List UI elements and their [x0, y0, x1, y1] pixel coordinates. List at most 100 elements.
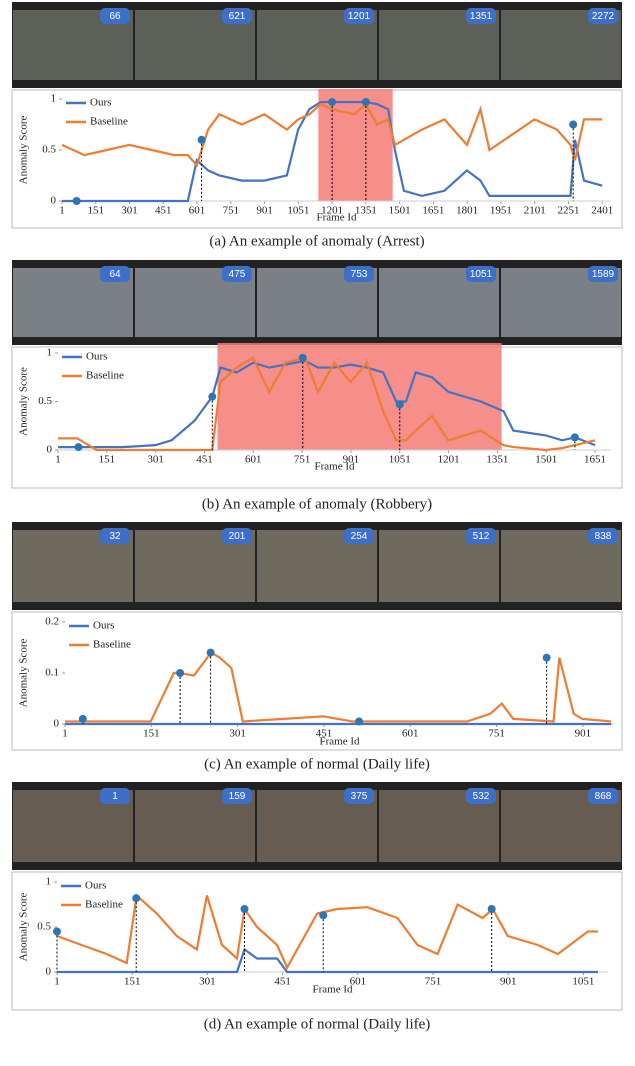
- x-tick-label: 151: [88, 205, 105, 217]
- x-tick-label: 301: [147, 454, 164, 466]
- x-tick-label: 1051: [389, 454, 411, 466]
- legend-label: Ours: [93, 620, 114, 632]
- y-axis-label: Anomaly Score: [18, 116, 30, 185]
- x-tick-label: 301: [121, 205, 138, 217]
- y-tick-label: 1: [47, 347, 53, 359]
- frame-marker: [79, 715, 87, 723]
- frame-marker: [319, 911, 327, 919]
- x-tick-label: 301: [199, 976, 216, 988]
- x-axis-label: Frame Id: [314, 461, 355, 473]
- x-tick-label: 601: [245, 454, 262, 466]
- frame-marker: [208, 393, 216, 401]
- x-axis-label: Frame Id: [312, 984, 353, 996]
- frame-number: 1: [112, 791, 118, 802]
- x-tick-label: 1501: [535, 454, 557, 466]
- frame-number: 753: [351, 269, 368, 280]
- x-axis-label: Frame Id: [319, 736, 360, 748]
- x-tick-label: 451: [274, 976, 291, 988]
- legend-label: Baseline: [85, 899, 123, 911]
- x-tick-label: 2251: [557, 205, 579, 217]
- y-tick-label: 0: [46, 966, 52, 978]
- x-tick-label: 751: [223, 205, 240, 217]
- x-tick-label: 1: [62, 728, 68, 740]
- caption: (c) An example of normal (Daily life): [204, 756, 430, 772]
- frame-marker: [299, 354, 307, 362]
- frame-marker: [571, 433, 579, 441]
- frame-marker: [396, 400, 404, 408]
- legend-label: Ours: [90, 97, 111, 109]
- frame-marker: [543, 654, 551, 662]
- x-tick-label: 901: [575, 728, 592, 740]
- x-tick-label: 1351: [355, 205, 377, 217]
- frame-marker: [355, 717, 363, 725]
- x-tick-label: 151: [99, 454, 116, 466]
- x-tick-label: 601: [402, 728, 419, 740]
- frame-number: 868: [595, 791, 612, 802]
- frame-marker: [569, 121, 577, 129]
- x-tick-label: 1201: [438, 454, 460, 466]
- y-tick-label: 0.2: [45, 616, 59, 628]
- legend-label: Baseline: [90, 116, 128, 128]
- x-tick-label: 751: [488, 728, 505, 740]
- caption: (a) An example of anomaly (Arrest): [209, 233, 424, 249]
- y-axis-label: Anomaly Score: [18, 639, 30, 708]
- frame-marker: [207, 649, 215, 657]
- x-tick-label: 901: [500, 976, 517, 988]
- frame-number: 254: [351, 531, 368, 542]
- x-tick-label: 1051: [572, 976, 594, 988]
- frame-number: 1351: [470, 11, 493, 22]
- frame-marker: [362, 98, 370, 106]
- x-tick-label: 1651: [584, 454, 606, 466]
- frame-number: 64: [109, 269, 121, 280]
- frame-marker: [73, 197, 81, 205]
- y-tick-label: 1: [51, 93, 57, 105]
- y-axis-label: Anomaly Score: [18, 893, 30, 962]
- frame-marker: [198, 136, 206, 144]
- x-tick-label: 601: [189, 205, 206, 217]
- frame-number: 32: [109, 531, 121, 542]
- y-tick-label: 0.5: [38, 395, 52, 407]
- legend-label: Ours: [85, 880, 106, 892]
- y-axis-label: Anomaly Score: [18, 367, 30, 436]
- frame-number: 66: [109, 11, 121, 22]
- x-tick-label: 1: [54, 976, 60, 988]
- frame-marker: [241, 905, 249, 913]
- x-tick-label: 1801: [456, 205, 478, 217]
- legend-label: Ours: [86, 351, 107, 363]
- x-tick-label: 751: [425, 976, 442, 988]
- frame-marker: [132, 894, 140, 902]
- highlight-region: [217, 343, 501, 450]
- y-tick-label: 0.5: [37, 921, 51, 933]
- frame-marker: [328, 98, 336, 106]
- x-tick-label: 451: [196, 454, 213, 466]
- x-tick-label: 451: [155, 205, 172, 217]
- frame-marker: [488, 905, 496, 913]
- frame-marker: [176, 669, 184, 677]
- frame-number: 1589: [592, 269, 615, 280]
- frame-number: 201: [229, 531, 246, 542]
- x-tick-label: 1951: [490, 205, 512, 217]
- frame-number: 512: [473, 531, 490, 542]
- y-tick-label: 0.1: [45, 667, 59, 679]
- x-tick-label: 1651: [422, 205, 444, 217]
- x-tick-label: 1501: [389, 205, 411, 217]
- figure: 6662112011351227200.51115130145160175190…: [0, 0, 635, 1066]
- y-tick-label: 0: [47, 444, 53, 456]
- x-tick-label: 301: [229, 728, 246, 740]
- x-tick-label: 151: [124, 976, 141, 988]
- x-tick-label: 1: [55, 454, 61, 466]
- frame-number: 475: [229, 269, 246, 280]
- x-tick-label: 2101: [524, 205, 546, 217]
- x-axis-label: Frame Id: [316, 212, 357, 224]
- x-tick-label: 901: [256, 205, 273, 217]
- frame-number: 621: [229, 11, 246, 22]
- frame-number: 1051: [470, 269, 493, 280]
- x-tick-label: 151: [143, 728, 160, 740]
- legend-label: Baseline: [93, 639, 131, 651]
- y-tick-label: 0: [54, 718, 60, 730]
- caption: (b) An example of anomaly (Robbery): [202, 496, 432, 512]
- legend-label: Baseline: [86, 370, 124, 382]
- x-tick-label: 2401: [591, 205, 613, 217]
- x-tick-label: 1: [59, 205, 65, 217]
- caption: (d) An example of normal (Daily life): [204, 1016, 431, 1032]
